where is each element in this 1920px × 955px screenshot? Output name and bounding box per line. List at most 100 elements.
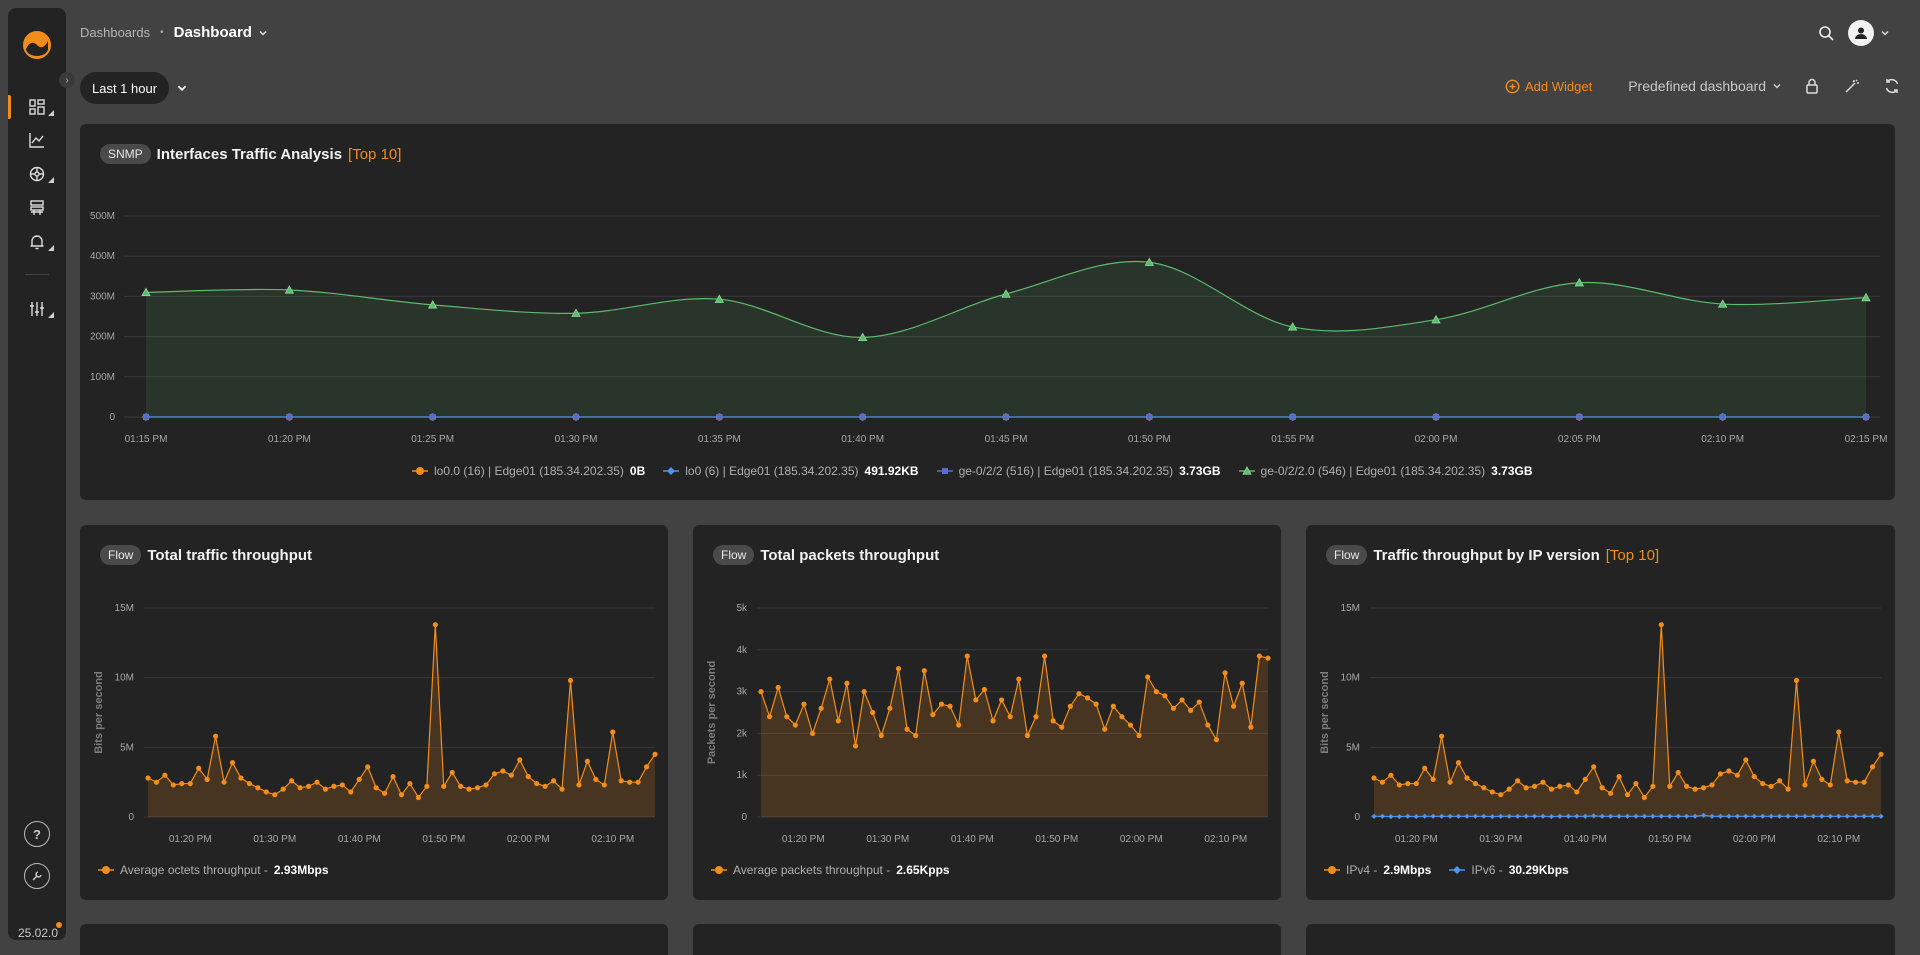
user-menu[interactable] <box>1848 20 1890 46</box>
data-point <box>887 705 893 711</box>
time-range-button[interactable]: Last 1 hour <box>80 72 170 104</box>
data-point <box>1003 414 1009 420</box>
data-point <box>1557 783 1563 789</box>
data-point <box>1405 813 1411 819</box>
data-point <box>573 414 579 420</box>
legend-label: ge-0/2/2.0 (546) | Edge01 (185.34.202.35… <box>1260 464 1486 478</box>
data-point <box>500 768 506 774</box>
lock-button[interactable] <box>1802 76 1822 96</box>
data-point <box>627 779 633 785</box>
legend-item[interactable]: ge-0/2/2.0 (546) | Edge01 (185.34.202.35… <box>1238 464 1533 478</box>
data-point <box>1041 653 1048 659</box>
magic-wand-button[interactable] <box>1842 76 1862 96</box>
nav-inventory[interactable] <box>8 193 66 223</box>
legend-item[interactable]: IPv6 - 30.29Kbps <box>1449 863 1569 877</box>
y-axis-label: Packets per second <box>706 661 718 764</box>
data-point <box>1328 866 1336 874</box>
data-point <box>1413 813 1419 820</box>
data-point <box>1084 695 1091 701</box>
data-point <box>255 785 261 791</box>
y-axis-label: Bits per second <box>1319 671 1331 754</box>
data-point <box>1810 813 1816 819</box>
data-point <box>517 757 523 763</box>
nav-settings[interactable] <box>8 294 66 324</box>
legend-marker <box>936 468 953 474</box>
data-point <box>1481 785 1487 791</box>
y-tick-label: 15M <box>115 603 134 614</box>
x-tick-label: 02:00 PM <box>1120 834 1163 845</box>
legend-item[interactable]: lo0.0 (16) | Edge01 (185.34.202.35) 0B <box>412 464 645 478</box>
x-tick-label: 02:10 PM <box>1204 834 1247 845</box>
legend-item[interactable]: Average packets throughput - 2.65Kpps <box>711 863 950 877</box>
data-point <box>766 714 773 720</box>
lock-icon <box>1806 78 1818 94</box>
total-packets-chart: 0 1k 2k 3k 4k 5k 01:20 PM 01:30 PM 01:40 PM 01:50… <box>706 603 1271 845</box>
legend-item[interactable]: lo0 (6) | Edge01 (185.34.202.35) 491.92KB <box>663 464 919 478</box>
breadcrumb-dashboards[interactable]: Dashboards <box>80 25 151 40</box>
x-tick-label: 01:40 PM <box>841 434 884 445</box>
legend-label: Average octets throughput - <box>120 863 268 877</box>
data-point <box>618 778 624 784</box>
data-point <box>1205 722 1211 728</box>
data-point <box>1760 813 1766 819</box>
data-point <box>1608 813 1614 819</box>
time-range-dropdown[interactable] <box>172 78 192 98</box>
data-point <box>593 776 599 782</box>
refresh-icon <box>1885 78 1899 94</box>
data-point <box>314 779 320 785</box>
data-point <box>551 778 557 784</box>
chart-legend: lo0.0 (16) | Edge01 (185.34.202.35) 0B lo0… <box>412 464 1533 478</box>
widget-stub <box>80 924 668 955</box>
data-point <box>784 714 790 720</box>
nav-alerts[interactable] <box>8 227 66 257</box>
data-point <box>491 771 498 777</box>
data-point <box>1836 729 1842 735</box>
data-point <box>1743 757 1749 763</box>
legend-item[interactable]: Average octets throughput - 2.93Mbps <box>98 863 329 877</box>
widget-stub <box>1306 924 1895 955</box>
data-point <box>427 300 438 309</box>
help-button[interactable]: ? <box>24 821 50 847</box>
x-tick-label: 01:50 PM <box>1648 834 1691 845</box>
data-point <box>835 718 841 724</box>
data-point <box>1489 789 1495 795</box>
data-point <box>429 414 436 420</box>
nav-dashboards[interactable] <box>8 92 66 122</box>
search-icon[interactable] <box>1818 25 1834 41</box>
data-point <box>272 792 278 798</box>
y-tick-label: 300M <box>90 291 115 302</box>
data-point <box>1188 707 1194 714</box>
x-tick-label: 02:10 PM <box>1817 834 1860 845</box>
tools-button[interactable] <box>24 863 50 889</box>
x-tick-label: 02:00 PM <box>1733 834 1776 845</box>
y-tick-label: 200M <box>90 332 115 343</box>
data-point <box>1093 701 1099 707</box>
app-logo[interactable] <box>22 30 52 60</box>
total-traffic-chart: 0 5M 10M 15M 01:20 PM 01:30 PM 01:40 PM 01:50 P… <box>93 603 658 845</box>
data-point <box>1540 779 1546 785</box>
data-point <box>1785 786 1791 792</box>
widget-title: Flow Traffic throughput by IP version [T… <box>1326 545 1659 565</box>
data-point <box>1144 257 1155 266</box>
legend-item[interactable]: IPv4 - 2.9Mbps <box>1324 863 1431 877</box>
x-tick-label: 02:15 PM <box>1845 434 1888 445</box>
refresh-button[interactable] <box>1882 76 1902 96</box>
data-point <box>204 776 210 782</box>
legend-item[interactable]: ge-0/2/2 (516) | Edge01 (185.34.202.35) 3… <box>936 464 1221 478</box>
data-point <box>1413 780 1419 787</box>
dashboard-selector[interactable]: Dashboard <box>174 24 268 41</box>
nav-network[interactable] <box>8 159 66 189</box>
x-tick-label: 01:50 PM <box>1035 834 1078 845</box>
data-point <box>1523 785 1529 791</box>
data-point <box>1371 775 1377 781</box>
y-tick-label: 400M <box>90 251 115 262</box>
data-point <box>229 760 236 766</box>
add-widget-button[interactable]: Add Widget <box>1505 79 1592 94</box>
data-point <box>1127 722 1134 728</box>
nav-analytics[interactable] <box>8 125 66 155</box>
data-point <box>1379 779 1386 785</box>
predefined-dashboard-select[interactable]: Predefined dashboard <box>1628 78 1782 94</box>
x-tick-label: 01:45 PM <box>985 434 1028 445</box>
widget-title: Flow Total packets throughput <box>713 545 939 565</box>
sidebar-collapse-button[interactable]: › <box>59 72 75 88</box>
